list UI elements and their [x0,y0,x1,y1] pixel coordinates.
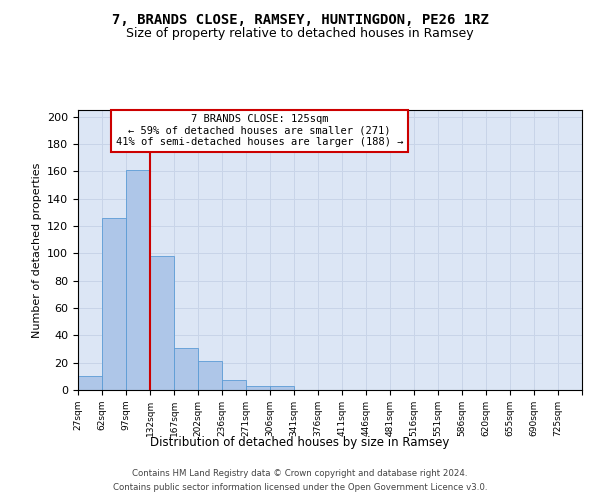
Bar [222,380,246,390]
Bar [102,218,126,390]
Bar [126,170,150,390]
Text: 7 BRANDS CLOSE: 125sqm
← 59% of detached houses are smaller (271)
41% of semi-de: 7 BRANDS CLOSE: 125sqm ← 59% of detached… [116,114,403,148]
Text: Size of property relative to detached houses in Ramsey: Size of property relative to detached ho… [126,28,474,40]
Text: 7, BRANDS CLOSE, RAMSEY, HUNTINGDON, PE26 1RZ: 7, BRANDS CLOSE, RAMSEY, HUNTINGDON, PE2… [112,12,488,26]
Text: Contains public sector information licensed under the Open Government Licence v3: Contains public sector information licen… [113,484,487,492]
Bar [198,362,222,390]
Bar [78,376,102,390]
Bar [270,386,294,390]
Bar [174,348,198,390]
Y-axis label: Number of detached properties: Number of detached properties [32,162,41,338]
Bar [150,256,174,390]
Bar [246,386,270,390]
Text: Contains HM Land Registry data © Crown copyright and database right 2024.: Contains HM Land Registry data © Crown c… [132,468,468,477]
Text: Distribution of detached houses by size in Ramsey: Distribution of detached houses by size … [151,436,449,449]
